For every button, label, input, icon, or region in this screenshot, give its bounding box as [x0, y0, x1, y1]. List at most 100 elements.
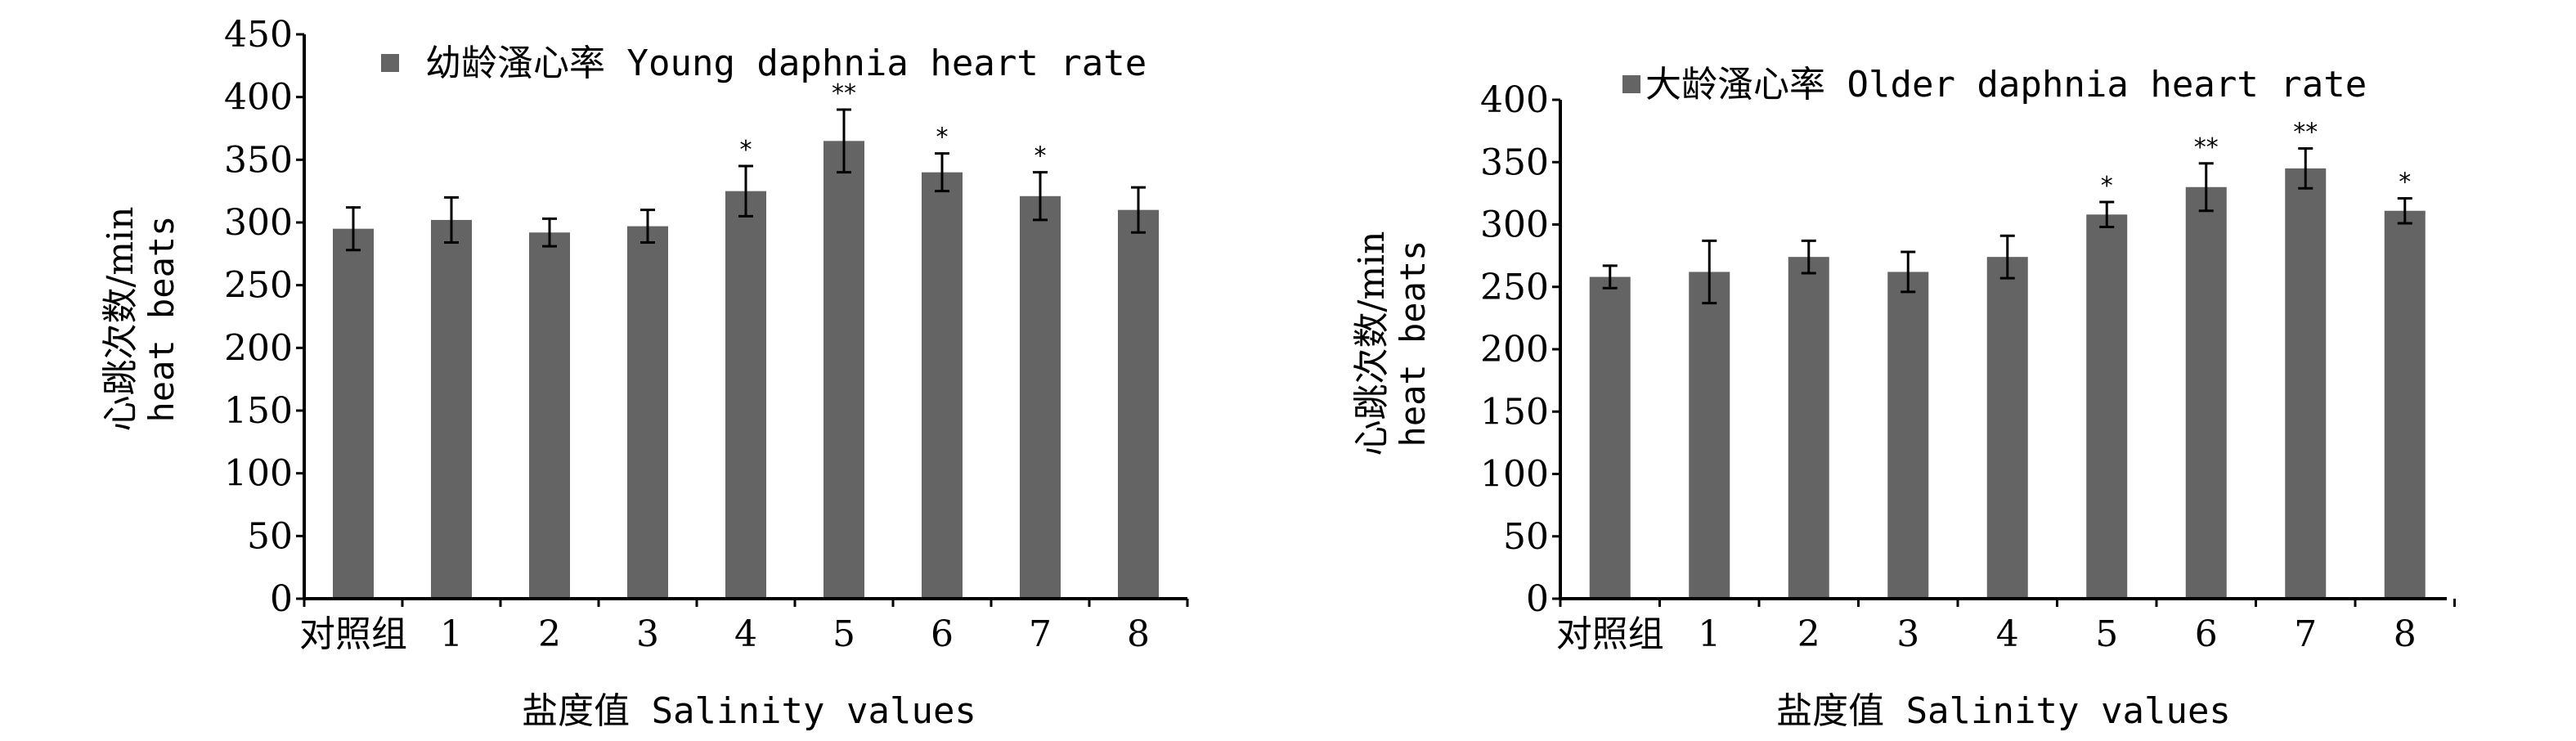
bar-4: [725, 191, 766, 599]
bar-0: [333, 228, 374, 599]
legend-label: 幼龄溞心率 Young daphnia heart rate: [425, 43, 1147, 84]
y-axis-label-cn: 心跳次数/min: [1351, 231, 1393, 456]
error-bar-6: [935, 152, 949, 193]
y-tick-label-7: 350: [1480, 141, 1549, 183]
bar-2: [1788, 257, 1829, 599]
significance-mark-6: *: [936, 124, 949, 152]
bar-6: [2185, 186, 2227, 599]
y-tick-label-0: 0: [1526, 578, 1549, 620]
bar-1: [1689, 272, 1730, 599]
error-bar-4: [738, 164, 753, 218]
bar-3: [1887, 272, 1929, 599]
x-tick-label-8: 8: [2394, 613, 2417, 655]
bar-7: [1020, 195, 1061, 600]
error-bars-group: [346, 108, 1146, 252]
x-axis-label: 盐度值 Salinity values: [1776, 690, 2231, 732]
x-ticks-group: 对照组 1 2 3 4 5 6 7 8: [1556, 599, 2456, 655]
bar-0: [1589, 276, 1631, 599]
significance-mark-5: **: [832, 79, 856, 108]
error-bar-5: [837, 108, 851, 174]
bar-1: [431, 219, 472, 599]
y-tick-label-5: 250: [224, 265, 293, 307]
y-tick-label-5: 250: [1480, 267, 1549, 308]
error-bar-2: [542, 217, 557, 248]
error-bar-4: [1999, 234, 2015, 280]
error-bar-7: [2298, 146, 2313, 190]
bar-5: [2086, 214, 2128, 599]
x-tick-label-6: 6: [931, 613, 954, 655]
bar-3: [627, 226, 668, 599]
legend-swatch: [1622, 75, 1640, 93]
significance-mark-7: **: [2293, 118, 2318, 146]
error-bar-6: [2198, 162, 2214, 213]
bar-6: [922, 172, 963, 599]
y-tick-label-1: 50: [1503, 516, 1549, 558]
significance-mark-7: *: [1034, 142, 1047, 171]
x-tick-label-6: 6: [2195, 613, 2218, 655]
bars-group: [333, 141, 1159, 600]
y-ticks-group: 0 50 100 150 200 250 300 350 400 450: [224, 14, 304, 620]
significance-group: *****: [740, 79, 1047, 171]
x-tick-label-0: 对照组: [299, 613, 407, 655]
x-tick-label-0: 对照组: [1556, 613, 1664, 655]
bar-5: [824, 141, 864, 600]
significance-mark-8: *: [2399, 168, 2411, 196]
y-axis-label-en: heat beats: [1393, 240, 1433, 447]
significance-mark-5: *: [2101, 172, 2113, 200]
x-tick-label-2: 2: [538, 613, 561, 655]
x-tick-label-4: 4: [734, 613, 757, 655]
bars-group: [1589, 168, 2426, 599]
x-tick-label-2: 2: [1797, 613, 1820, 655]
bar-8: [1118, 209, 1159, 599]
error-bars-group: [1602, 146, 2412, 305]
error-bar-0: [346, 206, 361, 252]
y-axis-label-cn: 心跳次数/min: [100, 207, 141, 432]
y-tick-label-4: 200: [224, 327, 293, 369]
legend-swatch: [381, 54, 399, 72]
y-axis-label-en: heat beats: [141, 216, 182, 423]
y-tick-label-9: 450: [224, 14, 293, 56]
x-tick-label-1: 1: [1698, 613, 1721, 655]
error-bar-7: [1033, 171, 1048, 222]
x-tick-label-3: 3: [1896, 613, 1919, 655]
x-ticks-group: 对照组 1 2 3 4 5 6 7 8: [299, 599, 1189, 655]
error-bar-5: [2099, 200, 2115, 229]
y-tick-label-2: 100: [1480, 454, 1549, 496]
y-tick-label-6: 300: [1480, 204, 1549, 246]
y-tick-label-6: 300: [224, 202, 293, 244]
significance-mark-4: *: [740, 136, 752, 164]
bar-2: [529, 232, 570, 599]
bar-4: [1986, 257, 2028, 599]
x-tick-label-5: 5: [832, 613, 855, 655]
y-tick-label-8: 400: [1480, 79, 1549, 121]
y-tick-label-7: 350: [224, 139, 293, 181]
y-tick-label-3: 150: [224, 390, 293, 432]
x-tick-label-4: 4: [1996, 613, 2019, 655]
significance-group: ******: [2101, 118, 2412, 200]
bar-7: [2285, 168, 2327, 599]
bar-8: [2384, 210, 2426, 599]
y-tick-label-1: 50: [247, 515, 293, 557]
y-tick-label-8: 400: [224, 77, 293, 119]
error-bar-3: [640, 209, 655, 245]
x-tick-label-7: 7: [2294, 613, 2317, 655]
error-bar-0: [1602, 264, 1618, 290]
error-bar-8: [1131, 186, 1146, 234]
x-tick-label-1: 1: [440, 613, 463, 655]
error-bar-2: [1801, 239, 1816, 275]
y-tick-label-2: 100: [224, 453, 293, 495]
y-tick-label-3: 150: [1480, 391, 1549, 433]
error-bar-1: [444, 195, 459, 245]
x-tick-label-5: 5: [2095, 613, 2118, 655]
x-axis-label: 盐度值 Salinity values: [522, 690, 976, 732]
y-tick-label-0: 0: [270, 578, 293, 620]
x-tick-label-8: 8: [1127, 613, 1150, 655]
error-bar-8: [2397, 196, 2412, 225]
x-tick-label-3: 3: [636, 613, 659, 655]
error-bar-3: [1901, 250, 1916, 294]
legend-label: 大龄溞心率 Older daphnia heart rate: [1645, 64, 2367, 106]
y-ticks-group: 0 50 100 150 200 250 300 350 400: [1480, 79, 1560, 620]
error-bar-1: [1702, 239, 1717, 305]
